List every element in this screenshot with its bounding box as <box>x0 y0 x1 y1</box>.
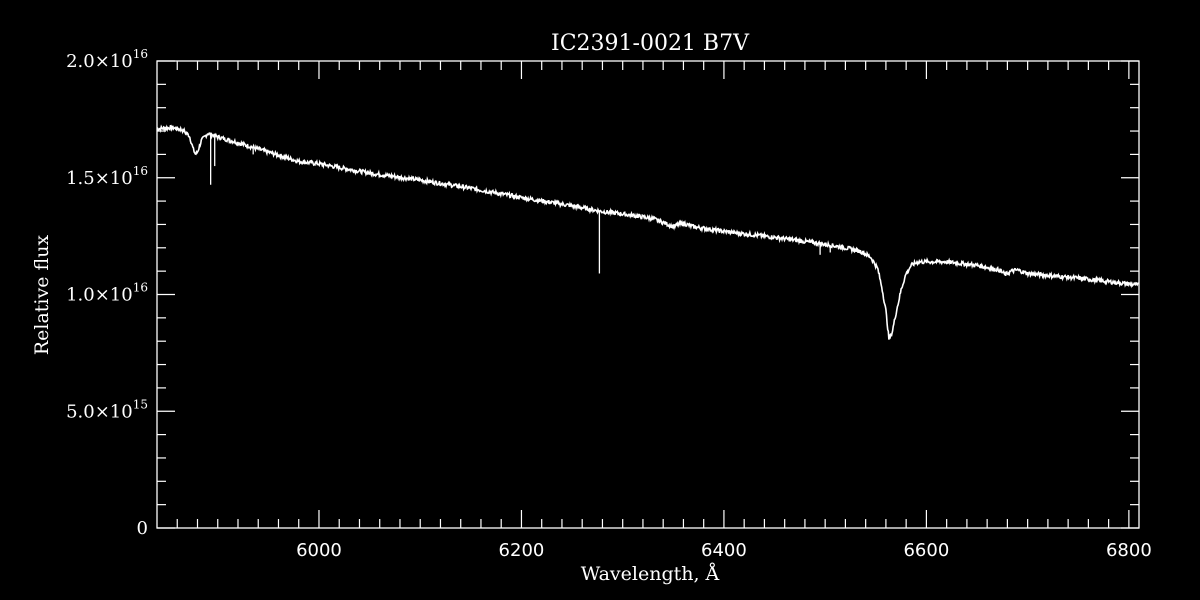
y-tick-label: 5.0×1015 <box>66 397 148 422</box>
chart-title: IC2391-0021 B7V <box>551 31 750 56</box>
tick-labels: 6000 6200 6400 6600 6800 0 5.0×1015 1.0×1016 1.5… <box>66 47 1152 561</box>
y-tick-label: 1.5×1016 <box>66 164 148 189</box>
x-tick-label: 6000 <box>296 540 342 561</box>
series-group <box>156 124 1139 340</box>
x-tick-label: 6800 <box>1106 540 1152 561</box>
x-axis-label: Wavelength, Å <box>581 563 720 585</box>
axis-ticks <box>157 60 1139 529</box>
y-tick-label: 2.0×1016 <box>66 47 148 72</box>
x-tick-label: 6600 <box>903 540 949 561</box>
x-tick-label: 6200 <box>499 540 545 561</box>
y-tick-label: 0 <box>137 518 148 539</box>
y-axis-label: Relative flux <box>31 235 53 356</box>
y-tick-label: 1.0×1016 <box>66 281 148 306</box>
x-tick-label: 6400 <box>701 540 747 561</box>
plot-frame <box>156 60 1140 529</box>
spectrum-line <box>156 124 1139 340</box>
